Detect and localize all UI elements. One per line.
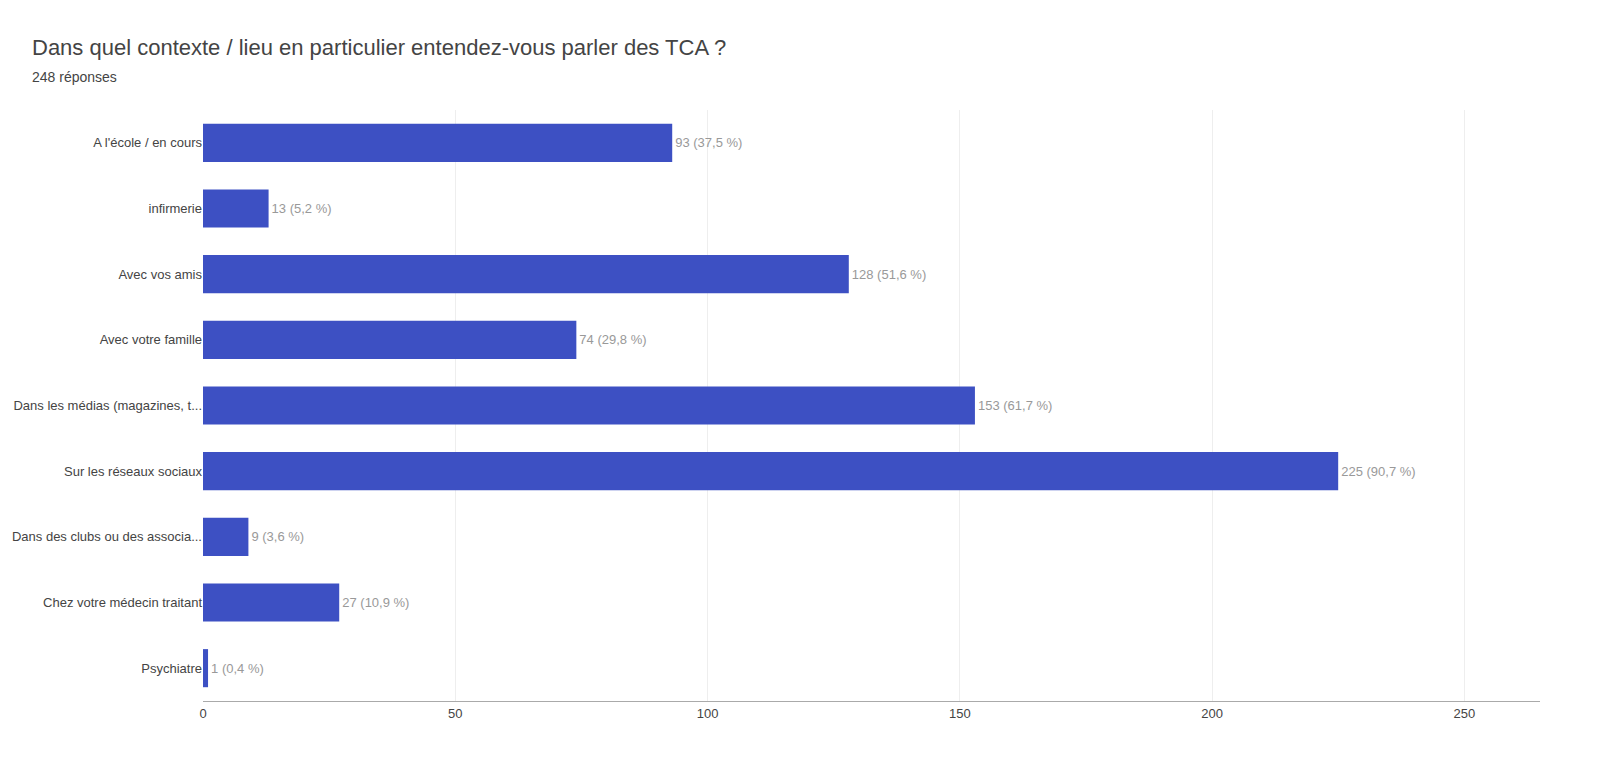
svg-text:128 (51,6 %): 128 (51,6 %)	[852, 267, 926, 282]
svg-text:225 (90,7 %): 225 (90,7 %)	[1341, 464, 1415, 479]
svg-text:93 (37,5 %): 93 (37,5 %)	[675, 135, 742, 150]
svg-text:50: 50	[448, 706, 462, 721]
svg-text:100: 100	[697, 706, 719, 721]
svg-text:Psychiatre: Psychiatre	[141, 661, 202, 676]
svg-text:Dans quel contexte / lieu en p: Dans quel contexte / lieu en particulier…	[32, 35, 726, 60]
svg-text:Sur les réseaux sociaux: Sur les réseaux sociaux	[64, 464, 203, 479]
svg-text:150: 150	[949, 706, 971, 721]
svg-text:248 réponses: 248 réponses	[32, 69, 117, 85]
svg-text:27 (10,9 %): 27 (10,9 %)	[342, 595, 409, 610]
svg-text:0: 0	[199, 706, 206, 721]
svg-text:153 (61,7 %): 153 (61,7 %)	[978, 398, 1052, 413]
svg-text:250: 250	[1453, 706, 1475, 721]
svg-text:Avec vos amis: Avec vos amis	[118, 267, 202, 282]
svg-text:Dans les médias (magazines, t.: Dans les médias (magazines, t...	[13, 398, 202, 413]
svg-text:9 (3,6 %): 9 (3,6 %)	[251, 529, 304, 544]
svg-text:Chez votre médecin traitant: Chez votre médecin traitant	[43, 595, 202, 610]
svg-text:13 (5,2 %): 13 (5,2 %)	[272, 201, 332, 216]
svg-text:Avec votre famille: Avec votre famille	[100, 332, 202, 347]
svg-text:infirmerie: infirmerie	[149, 201, 202, 216]
svg-text:74 (29,8 %): 74 (29,8 %)	[579, 332, 646, 347]
svg-text:Dans des clubs ou des associa.: Dans des clubs ou des associa...	[12, 529, 202, 544]
svg-text:1 (0,4 %): 1 (0,4 %)	[211, 661, 264, 676]
svg-text:A l'école / en cours: A l'école / en cours	[93, 135, 202, 150]
svg-text:200: 200	[1201, 706, 1223, 721]
